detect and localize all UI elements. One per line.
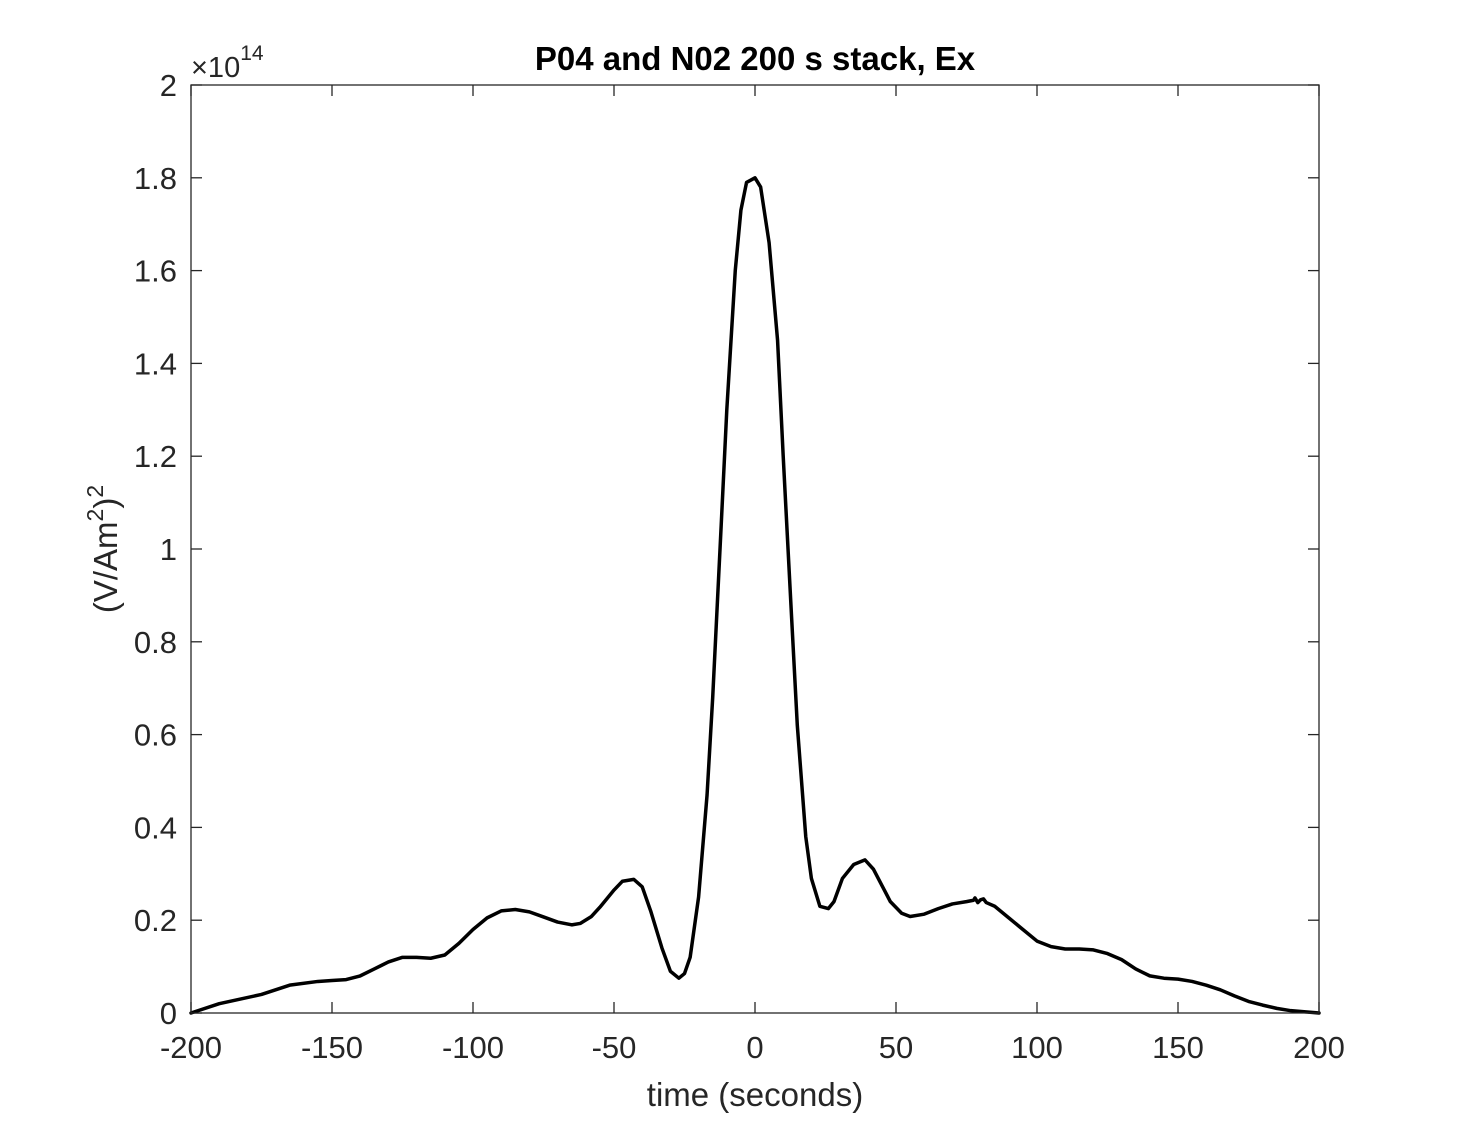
y-axis-title-sup-1: 2 <box>82 509 108 522</box>
x-tick-label: 150 <box>1152 1030 1204 1065</box>
y-tick-label: 0.4 <box>134 810 177 845</box>
plot-background <box>191 85 1319 1013</box>
y-tick-label: 0.2 <box>134 903 177 938</box>
x-tick-label: 200 <box>1293 1030 1345 1065</box>
y-axis-title-sup-2: 2 <box>82 485 108 498</box>
x-tick-label: -50 <box>592 1030 637 1065</box>
x-tick-label: -200 <box>160 1030 222 1065</box>
y-axis-title: (V/Am2)2 <box>82 485 124 613</box>
y-exponent-prefix: ×10 <box>191 52 240 84</box>
tick-labels: -200 -150 -100 -50 0 50 100 150 200 0 0.2 0.4 0.6 0.8… <box>134 68 1345 1065</box>
y-tick-label: 0.8 <box>134 625 177 660</box>
y-tick-label: 1.2 <box>134 439 177 474</box>
y-tick-label: 1 <box>160 532 177 567</box>
y-exponent-power: 14 <box>240 42 264 65</box>
y-tick-label: 2 <box>160 68 177 103</box>
x-tick-label: 0 <box>746 1030 763 1065</box>
x-tick-label: -100 <box>442 1030 504 1065</box>
x-tick-label: 50 <box>879 1030 913 1065</box>
series-line <box>189 176 1321 1015</box>
y-axis-title-close: ) <box>87 498 124 509</box>
y-axis-title-main: (V/Am <box>87 521 124 613</box>
y-tick-label: 0 <box>160 996 177 1031</box>
y-tick-label: 1.6 <box>134 254 177 289</box>
y-exponent: ×1014 <box>191 42 264 84</box>
x-tick-label: -150 <box>301 1030 363 1065</box>
y-tick-label: 1.4 <box>134 346 177 381</box>
plot-frame <box>190 84 1320 1014</box>
y-tick-label: 0.6 <box>134 718 177 753</box>
y-tick-label: 1.8 <box>134 161 177 196</box>
x-tick-label: 100 <box>1011 1030 1063 1065</box>
chart-title: P04 and N02 200 s stack, Ex <box>535 40 976 77</box>
x-axis-title: time (seconds) <box>647 1076 863 1113</box>
